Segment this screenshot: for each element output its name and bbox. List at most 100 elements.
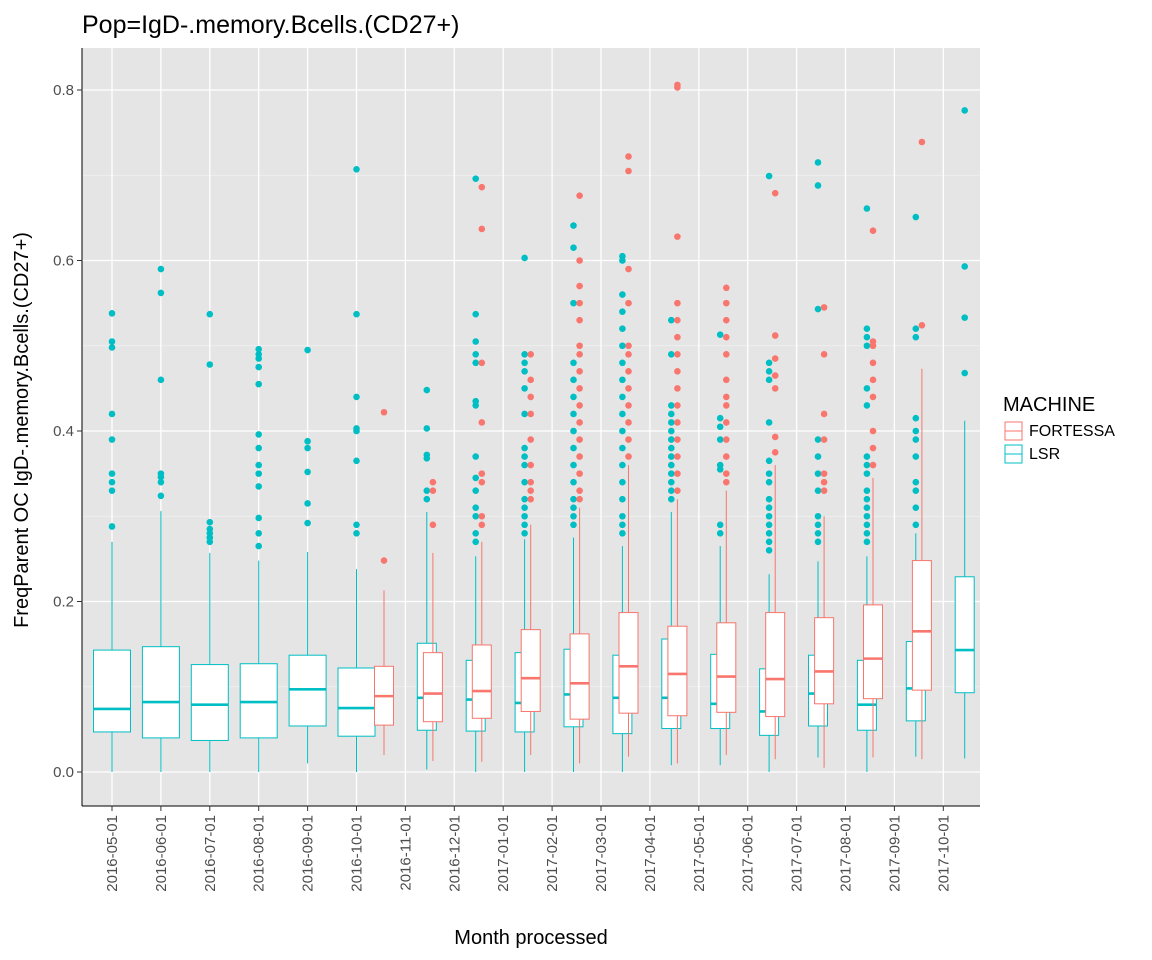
outlier-point bbox=[619, 410, 626, 418]
box-lsr bbox=[93, 310, 131, 772]
iqr-box bbox=[569, 633, 590, 720]
outlier-point bbox=[625, 453, 632, 460]
outlier-point bbox=[521, 368, 528, 375]
x-axis-title: Month processed bbox=[454, 927, 607, 949]
x-tick-label: 2017-08-01 bbox=[838, 815, 855, 892]
outlier-point bbox=[527, 410, 534, 418]
box-fortessa bbox=[520, 350, 541, 755]
outlier-point bbox=[912, 333, 920, 341]
outlier-point bbox=[863, 325, 871, 333]
outlier-point bbox=[472, 538, 480, 546]
outlier-point bbox=[619, 308, 626, 315]
outlier-point bbox=[570, 410, 577, 418]
outlier-point bbox=[255, 483, 262, 490]
outlier-point bbox=[472, 512, 480, 520]
outlier-point bbox=[869, 359, 877, 367]
outlier-point bbox=[765, 530, 773, 537]
outlier-point bbox=[814, 470, 822, 477]
outlier-point bbox=[869, 227, 877, 234]
x-tick-label: 2017-01-01 bbox=[495, 815, 512, 892]
outlier-point bbox=[625, 436, 632, 443]
outlier-point bbox=[674, 299, 681, 307]
outlier-point bbox=[912, 427, 920, 435]
x-tick-label: 2017-10-01 bbox=[935, 815, 952, 892]
box-layer bbox=[93, 81, 975, 772]
outlier-point bbox=[527, 393, 534, 401]
outlier-point bbox=[570, 393, 577, 401]
outlier-point bbox=[619, 521, 626, 529]
iqr-box bbox=[190, 664, 229, 741]
outlier-point bbox=[521, 495, 528, 503]
outlier-point bbox=[157, 470, 165, 477]
legend-item-lsr: LSR bbox=[1004, 444, 1060, 464]
outlier-point bbox=[478, 478, 486, 486]
outlier-point bbox=[863, 495, 871, 503]
outlier-point bbox=[304, 500, 311, 507]
iqr-box bbox=[337, 667, 376, 737]
outlier-point bbox=[668, 487, 675, 494]
outlier-point bbox=[961, 107, 968, 114]
outlier-point bbox=[478, 225, 486, 233]
outlier-point bbox=[478, 419, 486, 426]
outlier-point bbox=[619, 252, 626, 260]
outlier-point bbox=[619, 495, 626, 503]
box-fortessa bbox=[863, 227, 883, 758]
outlier-point bbox=[353, 457, 360, 465]
outlier-point bbox=[380, 557, 388, 564]
outlier-point bbox=[918, 321, 926, 329]
outlier-point bbox=[157, 478, 165, 486]
outlier-point bbox=[668, 410, 675, 418]
iqr-box bbox=[422, 652, 443, 723]
outlier-point bbox=[570, 427, 577, 435]
outlier-point bbox=[912, 325, 920, 333]
outlier-point bbox=[625, 350, 632, 358]
outlier-point bbox=[863, 205, 871, 212]
outlier-point bbox=[765, 470, 773, 477]
iqr-box bbox=[141, 646, 180, 739]
outlier-point bbox=[576, 316, 583, 324]
outlier-point bbox=[716, 521, 724, 529]
legend-title: MACHINE bbox=[1003, 394, 1095, 416]
outlier-point bbox=[576, 299, 583, 307]
outlier-point bbox=[255, 514, 262, 522]
outlier-point bbox=[668, 436, 675, 443]
outlier-point bbox=[619, 461, 626, 469]
outlier-point bbox=[157, 492, 165, 500]
outlier-point bbox=[255, 470, 262, 477]
outlier-point bbox=[521, 385, 528, 392]
outlier-point bbox=[527, 376, 534, 384]
x-tick-label: 2016-07-01 bbox=[202, 815, 219, 892]
outlier-point bbox=[521, 254, 528, 262]
iqr-box bbox=[863, 604, 883, 700]
outlier-point bbox=[576, 487, 583, 494]
outlier-point bbox=[723, 299, 730, 307]
outlier-point bbox=[814, 305, 822, 313]
outlier-point bbox=[912, 478, 920, 486]
outlier-point bbox=[668, 316, 675, 324]
x-tick-label: 2016-06-01 bbox=[153, 815, 170, 892]
outlier-point bbox=[472, 359, 480, 367]
outlier-point bbox=[521, 461, 528, 469]
outlier-point bbox=[619, 325, 626, 333]
outlier-point bbox=[570, 222, 577, 229]
outlier-point bbox=[668, 495, 675, 503]
chart-title: Pop=IgD-.memory.Bcells.(CD27+) bbox=[82, 11, 459, 39]
outlier-point bbox=[625, 385, 632, 392]
outlier-point bbox=[353, 425, 360, 432]
outlier-point bbox=[576, 368, 583, 375]
outlier-point bbox=[619, 512, 626, 520]
outlier-point bbox=[472, 453, 480, 460]
outlier-point bbox=[765, 495, 773, 503]
outlier-point bbox=[206, 518, 214, 526]
x-tick-label: 2017-09-01 bbox=[886, 815, 903, 892]
outlier-point bbox=[674, 81, 681, 89]
outlier-point bbox=[527, 461, 534, 469]
outlier-point bbox=[674, 436, 681, 443]
outlier-point bbox=[771, 449, 779, 456]
iqr-box bbox=[765, 612, 786, 718]
legend: MACHINE FORTESSA LSR bbox=[1003, 394, 1115, 464]
x-tick-label: 2017-02-01 bbox=[544, 815, 561, 892]
outlier-point bbox=[863, 504, 871, 512]
box-lsr bbox=[190, 310, 229, 772]
outlier-point bbox=[570, 376, 577, 384]
